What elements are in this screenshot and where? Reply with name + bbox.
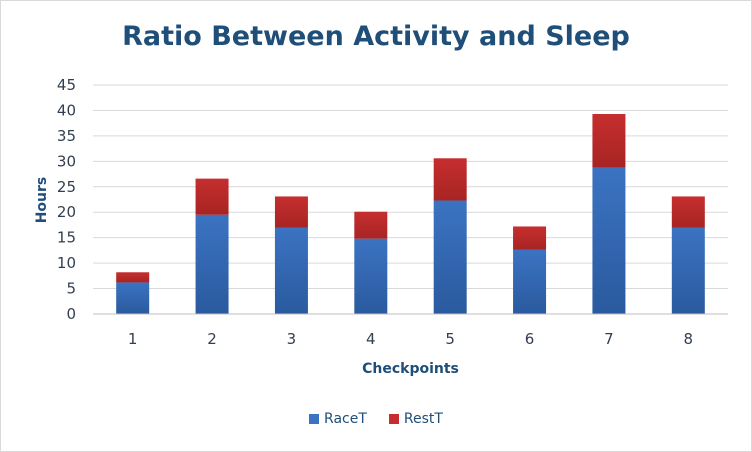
bar-racet-7	[592, 167, 626, 314]
x-tick-label: 7	[604, 330, 614, 348]
bar-restt-5	[433, 158, 467, 201]
legend-swatch	[309, 414, 320, 424]
y-tick-label: 10	[57, 254, 76, 272]
y-axis-ticks: 0 5 10 15 20 25 30 35 40 45	[57, 76, 76, 323]
legend-item-restt: RestT	[388, 411, 443, 427]
legend: RaceT RestT	[1, 411, 751, 427]
y-tick-label: 5	[66, 280, 76, 298]
bar-restt-8	[671, 196, 705, 228]
bar-restt-7	[592, 114, 626, 168]
legend-swatch	[388, 414, 399, 424]
x-tick-label: 6	[525, 330, 535, 348]
legend-item-racet: RaceT	[309, 411, 367, 427]
y-tick-label: 0	[66, 305, 76, 323]
y-tick-label: 45	[57, 76, 76, 94]
bar-racet-8	[671, 227, 705, 314]
y-tick-label: 30	[57, 152, 76, 170]
x-tick-label: 5	[445, 330, 455, 348]
bar-restt-3	[274, 196, 308, 228]
legend-label: RestT	[403, 411, 443, 427]
x-tick-label: 8	[684, 330, 694, 348]
y-tick-label: 15	[57, 229, 76, 247]
bar-restt-4	[354, 211, 388, 239]
bar-restt-1	[116, 272, 150, 283]
bar-racet-6	[513, 249, 547, 314]
x-tick-label: 3	[287, 330, 297, 348]
x-tick-label: 4	[366, 330, 376, 348]
y-tick-label: 20	[57, 203, 76, 221]
x-axis-label: Checkpoints	[362, 361, 459, 377]
y-tick-label: 40	[57, 101, 76, 119]
x-tick-label: 1	[128, 330, 138, 348]
bar-racet-4	[354, 238, 388, 314]
y-tick-label: 25	[57, 178, 76, 196]
bar-restt-6	[513, 226, 547, 250]
bar-racet-3	[274, 227, 308, 314]
y-tick-label: 35	[57, 127, 76, 145]
bars	[93, 114, 728, 315]
gridlines	[93, 84, 728, 315]
bar-racet-1	[116, 282, 150, 314]
chart-title: Ratio Between Activity and Sleep	[122, 21, 630, 52]
bar-restt-2	[195, 178, 229, 215]
legend-label: RaceT	[324, 411, 367, 427]
bar-racet-2	[195, 214, 229, 314]
x-tick-label: 2	[207, 330, 217, 348]
x-axis-ticks: 1 2 3 4 5 6 7 8	[128, 330, 693, 348]
bar-racet-5	[433, 200, 467, 314]
y-axis-label: Hours	[34, 177, 50, 224]
